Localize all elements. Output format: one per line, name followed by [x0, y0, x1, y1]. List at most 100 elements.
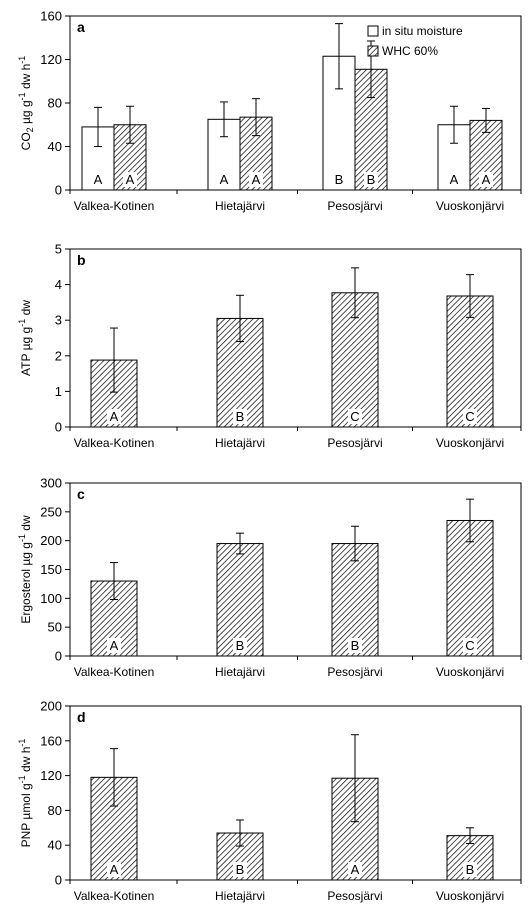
significance-letter: A [351, 862, 360, 877]
y-axis-label-part: 2 [25, 127, 35, 132]
plot-frame [69, 248, 522, 428]
x-category-label: Hietajärvi [215, 665, 265, 679]
y-tick-label: 0 [55, 420, 62, 435]
y-tick-label: 200 [40, 699, 62, 714]
y-tick-label: 0 [55, 649, 62, 664]
significance-letter: B [335, 172, 344, 187]
y-tick-label: 0 [55, 183, 62, 198]
x-category-label: Pesosjärvi [327, 436, 382, 450]
x-category-label: Pesosjärvi [327, 665, 382, 679]
letter-background [463, 409, 477, 424]
y-tick-label: 50 [48, 620, 62, 635]
y-axis-label: PNP µmol g-1 dw h-1 [17, 739, 33, 848]
y-axis-label: Ergosterol µg g-1 dw [17, 515, 33, 624]
panel-letter: b [77, 252, 86, 268]
panel-letter: c [77, 486, 85, 502]
y-tick-label: 80 [48, 96, 62, 111]
y-tick-label: 40 [48, 139, 62, 154]
legend-swatch-open [367, 25, 379, 37]
y-axis-label-part: ATP µg g [19, 327, 33, 376]
legend-swatch-hatched [367, 45, 379, 57]
significance-letter: A [220, 172, 229, 187]
letter-background [463, 862, 477, 877]
letter-background [348, 409, 362, 424]
significance-letter: A [110, 862, 119, 877]
letter-background [107, 409, 121, 424]
bar [216, 543, 264, 657]
y-axis-label: CO2 µg g-1 dw h-1 [17, 56, 35, 151]
x-category-label: Valkea-Kotinen [74, 436, 155, 450]
plot-frame [69, 705, 522, 881]
letter-background [479, 172, 493, 187]
significance-letter: A [110, 409, 119, 424]
letter-background [233, 638, 247, 653]
y-tick-label: 3 [55, 313, 62, 328]
panel-letter: a [77, 19, 85, 35]
x-category-label: Pesosjärvi [327, 199, 382, 213]
y-tick-label: 160 [40, 733, 62, 748]
letter-background [233, 409, 247, 424]
letter-background [348, 638, 362, 653]
bar [446, 519, 494, 657]
panel-letter: d [77, 709, 86, 725]
x-category-label: Vuoskonjärvi [436, 199, 504, 213]
y-axis-label-part: dw [19, 515, 33, 534]
letter-background [249, 172, 263, 187]
panel-a: 0 40 80 120 160 Valkea-Kotinen Hietajärvi Pesos… [17, 9, 522, 213]
y-axis-label-part: CO [19, 132, 33, 150]
x-category-label: Hietajärvi [215, 436, 265, 450]
panel-b: 0 1 2 3 4 5 Valkea-Kotinen Hietajärvi Pesosjärvi… [17, 242, 522, 450]
y-axis-label-part: dw [19, 300, 33, 319]
letter-background [348, 862, 362, 877]
bar [331, 543, 379, 657]
letter-background [364, 172, 378, 187]
y-tick-label: 2 [55, 348, 62, 363]
y-axis-label-part: -1 [17, 534, 27, 542]
letter-background [233, 862, 247, 877]
y-tick-label: 4 [55, 277, 62, 292]
y-tick-label: 80 [48, 803, 62, 818]
significance-letter: A [110, 638, 119, 653]
letter-background [123, 172, 137, 187]
panel-c: 0 50 100 150 200 250 300 Valkea-Kotinen Hietajär… [17, 476, 522, 679]
legend-label: in situ moisture [382, 24, 463, 38]
legend: in situ moisture WHC 60% [367, 24, 463, 58]
y-axis-label-part: -1 [17, 319, 27, 327]
y-axis-label-part: -1 [17, 92, 27, 100]
significance-letter: A [482, 172, 491, 187]
y-tick-label: 200 [40, 533, 62, 548]
y-axis-label-part: µg g [19, 100, 33, 127]
significance-letter: B [236, 409, 245, 424]
significance-letter: A [252, 172, 261, 187]
legend-label: WHC 60% [382, 44, 438, 58]
x-category-label: Valkea-Kotinen [74, 889, 155, 903]
y-axis-label-part: Ergosterol µg g [19, 542, 33, 624]
significance-letter: B [367, 172, 376, 187]
y-tick-label: 120 [40, 768, 62, 783]
letter-background [107, 862, 121, 877]
significance-letter: B [351, 638, 360, 653]
significance-letter: B [466, 862, 475, 877]
x-category-label: Vuoskonjärvi [436, 436, 504, 450]
y-tick-label: 160 [40, 9, 62, 24]
panel-d: 0 40 80 120 160 200 Valkea-Kotinen Hietajärvi Pe… [17, 699, 522, 903]
letter-background [463, 638, 477, 653]
x-category-label: Hietajärvi [215, 889, 265, 903]
significance-letter: B [236, 638, 245, 653]
significance-letter: A [94, 172, 103, 187]
x-category-label: Vuoskonjärvi [436, 889, 504, 903]
y-axis-label-part: -1 [17, 56, 27, 64]
significance-letter: C [350, 409, 359, 424]
x-category-label: Hietajärvi [215, 199, 265, 213]
y-tick-label: 0 [55, 873, 62, 888]
letter-background [107, 638, 121, 653]
y-axis-label-part: dw h [19, 64, 33, 93]
y-tick-label: 300 [40, 476, 62, 491]
significance-letter: B [236, 862, 245, 877]
y-axis-label-part: -1 [17, 739, 27, 747]
significance-letter: C [465, 409, 474, 424]
x-category-label: Valkea-Kotinen [74, 199, 155, 213]
significance-letter: C [465, 638, 474, 653]
y-axis-label-part: dw h [19, 747, 33, 776]
